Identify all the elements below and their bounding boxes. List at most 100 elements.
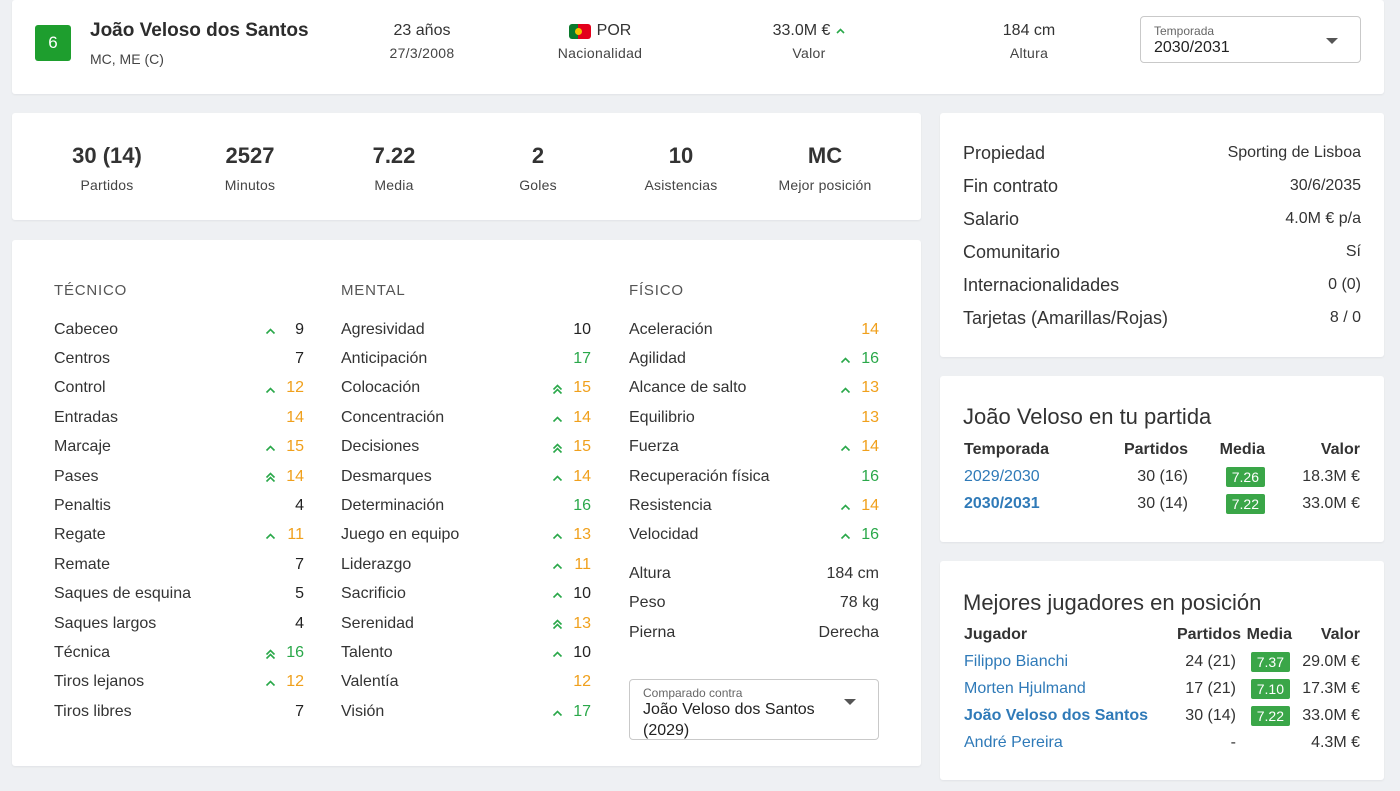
stat-label: Goles: [519, 177, 557, 193]
season-select-label: Temporada: [1154, 24, 1215, 38]
attribute-name: Velocidad: [629, 526, 699, 544]
best-players-title: Mejores jugadores en posición: [963, 590, 1262, 615]
stat-label: Mejor posición: [778, 177, 872, 193]
attribute-row: Tiros libres 7: [54, 697, 304, 726]
value-stat: 33.0M € Valor: [719, 20, 899, 61]
attribute-value: 7: [295, 350, 304, 368]
attribute-name: Marcaje: [54, 438, 111, 456]
contract-value: 30/6/2035: [1289, 177, 1361, 194]
attribute-name: Resistencia: [629, 497, 712, 515]
attribute-name: Fuerza: [629, 438, 679, 456]
attribute-value: 13: [573, 614, 591, 632]
attribute-row: Penaltis 4: [54, 491, 304, 520]
birthdate-value: 27/3/2008: [389, 45, 455, 61]
attribute-value: 13: [861, 408, 879, 426]
attribute-name: Serenidad: [341, 614, 414, 632]
history-header-row: Temporada Partidos Media Valor: [964, 437, 1360, 463]
attribute-value: 10: [573, 320, 591, 338]
value-up-icon: [836, 25, 845, 37]
attribute-row: Control 12: [54, 374, 304, 403]
stat-value: 7.22: [372, 143, 416, 168]
stat-value: 10: [668, 143, 694, 168]
season-select[interactable]: Temporada 2030/2031: [1140, 16, 1361, 63]
player-link[interactable]: João Veloso dos Santos: [964, 707, 1149, 724]
rating-badge: 7.22: [1225, 494, 1265, 514]
double-chevron-up-icon: [541, 440, 563, 455]
matches-cell: 30 (14): [1137, 495, 1188, 512]
col-header-season: Temporada: [964, 441, 1050, 458]
nationality-label: Nacionalidad: [557, 45, 643, 61]
contract-value: Sí: [1345, 243, 1361, 260]
attribute-value: 14: [573, 408, 591, 426]
table-row: 2029/2030 30 (16) 7.26 18.3M €: [964, 464, 1360, 490]
attribute-value: 17: [573, 350, 591, 368]
attribute-row: Marcaje 15: [54, 433, 304, 462]
contract-key: Fin contrato: [963, 175, 1059, 196]
stat-label: Partidos: [80, 177, 134, 193]
chevron-up-icon: [829, 499, 851, 514]
chevron-up-icon: [541, 469, 563, 484]
age-stat: 23 años 27/3/2008: [332, 20, 512, 61]
compare-select-label: Comparado contra: [643, 686, 743, 700]
season-link[interactable]: 2030/2031: [964, 495, 1040, 512]
attribute-row: Concentración 14: [341, 403, 591, 432]
attribute-name: Colocación: [341, 379, 421, 397]
attribute-row: Serenidad 13: [341, 609, 591, 638]
attribute-row: Resistencia 14: [629, 491, 879, 520]
attribute-name: Aceleración: [629, 320, 713, 338]
chevron-up-icon: [541, 557, 563, 572]
player-link[interactable]: Morten Hjulmand: [964, 680, 1086, 697]
contract-row-cards: Tarjetas (Amarillas/Rojas) 8 / 0: [963, 304, 1361, 332]
height-value: 184 cm: [1002, 22, 1056, 39]
attribute-row: Velocidad 16: [629, 521, 879, 550]
attribute-value: 4: [295, 614, 304, 632]
table-row: Filippo Bianchi 24 (21) 7.37 29.0M €: [964, 649, 1360, 675]
history-title: João Veloso en tu partida: [963, 404, 1212, 429]
best-header-row: Jugador Partidos Media Valor: [964, 622, 1360, 648]
profile-row: Altura 184 cm: [629, 559, 879, 588]
history-card: João Veloso en tu partida Temporada Part…: [940, 376, 1384, 542]
attribute-name: Tiros libres: [54, 702, 132, 720]
season-link[interactable]: 2029/2030: [964, 468, 1040, 485]
attribute-name: Regate: [54, 526, 106, 544]
attribute-row: Saques de esquina 5: [54, 580, 304, 609]
attribute-row: Centros 7: [54, 344, 304, 373]
player-name: João Veloso dos Santos: [90, 20, 309, 41]
table-row: João Veloso dos Santos 30 (14) 7.22 33.0M €: [964, 703, 1360, 729]
contract-key: Tarjetas (Amarillas/Rojas): [963, 307, 1169, 328]
profile-value: Derecha: [818, 623, 879, 641]
attribute-name: Talento: [341, 643, 393, 661]
attribute-name: Valentía: [341, 673, 399, 691]
profile-row: Peso 78 kg: [629, 589, 879, 618]
attribute-value: 15: [573, 379, 591, 397]
attribute-value: 14: [286, 467, 304, 485]
attribute-row: Anticipación 17: [341, 344, 591, 373]
contract-value: 0 (0): [1328, 276, 1361, 293]
stat-matches: 30 (14) Partidos: [37, 143, 177, 193]
attribute-value: 16: [286, 643, 304, 661]
attribute-row: Pases 14: [54, 462, 304, 491]
contract-row-eu: Comunitario Sí: [963, 238, 1361, 266]
compare-player-select[interactable]: Comparado contra João Veloso dos Santos …: [629, 679, 879, 740]
value-cell: 17.3M €: [1302, 680, 1360, 697]
contract-value: 4.0M € p/a: [1285, 210, 1361, 227]
player-link[interactable]: André Pereira: [964, 734, 1063, 751]
attribute-row: Sacrificio 10: [341, 580, 591, 609]
season-stats-card: 30 (14) Partidos 2527 Minutos 7.22 Media…: [12, 113, 921, 220]
attribute-row: Tiros lejanos 12: [54, 668, 304, 697]
physical-title: FÍSICO: [629, 282, 684, 299]
profile-row: Pierna Derecha: [629, 618, 879, 647]
chevron-down-icon: [1326, 38, 1338, 44]
stat-value: 2: [531, 143, 545, 168]
attribute-value: 12: [286, 379, 304, 397]
contract-row-end: Fin contrato 30/6/2035: [963, 172, 1361, 200]
technical-title: TÉCNICO: [54, 282, 128, 299]
attribute-value: 16: [573, 497, 591, 515]
rating-badge: 7.10: [1250, 679, 1290, 699]
double-chevron-up-icon: [541, 381, 563, 396]
player-link[interactable]: Filippo Bianchi: [964, 653, 1069, 670]
attribute-value: 12: [573, 673, 591, 691]
player-header: 6 João Veloso dos Santos MC, ME (C) 23 a…: [12, 0, 1384, 94]
attribute-row: Alcance de salto 13: [629, 374, 879, 403]
chevron-up-icon: [254, 381, 276, 396]
